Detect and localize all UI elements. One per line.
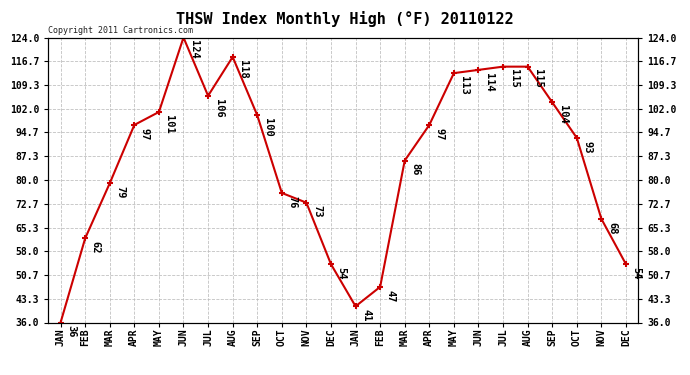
- Text: 124: 124: [189, 40, 199, 59]
- Text: 115: 115: [533, 69, 543, 88]
- Text: 36: 36: [66, 325, 76, 338]
- Text: 62: 62: [90, 241, 101, 254]
- Text: Copyright 2011 Cartronics.com: Copyright 2011 Cartronics.com: [48, 26, 193, 34]
- Text: 41: 41: [361, 309, 371, 322]
- Text: 54: 54: [631, 267, 642, 279]
- Text: 104: 104: [558, 105, 568, 124]
- Text: 47: 47: [386, 290, 395, 302]
- Text: 115: 115: [509, 69, 519, 88]
- Text: 106: 106: [214, 99, 224, 117]
- Text: 76: 76: [287, 196, 297, 208]
- Text: 118: 118: [238, 60, 248, 78]
- Text: THSW Index Monthly High (°F) 20110122: THSW Index Monthly High (°F) 20110122: [176, 11, 514, 27]
- Text: 86: 86: [411, 164, 420, 176]
- Text: 93: 93: [582, 141, 592, 153]
- Text: 54: 54: [337, 267, 346, 279]
- Text: 97: 97: [140, 128, 150, 140]
- Text: 79: 79: [115, 186, 126, 198]
- Text: 113: 113: [460, 76, 469, 94]
- Text: 97: 97: [435, 128, 445, 140]
- Text: 73: 73: [312, 206, 322, 218]
- Text: 100: 100: [263, 118, 273, 137]
- Text: 68: 68: [607, 222, 617, 234]
- Text: 101: 101: [164, 115, 175, 134]
- Text: 114: 114: [484, 73, 494, 92]
